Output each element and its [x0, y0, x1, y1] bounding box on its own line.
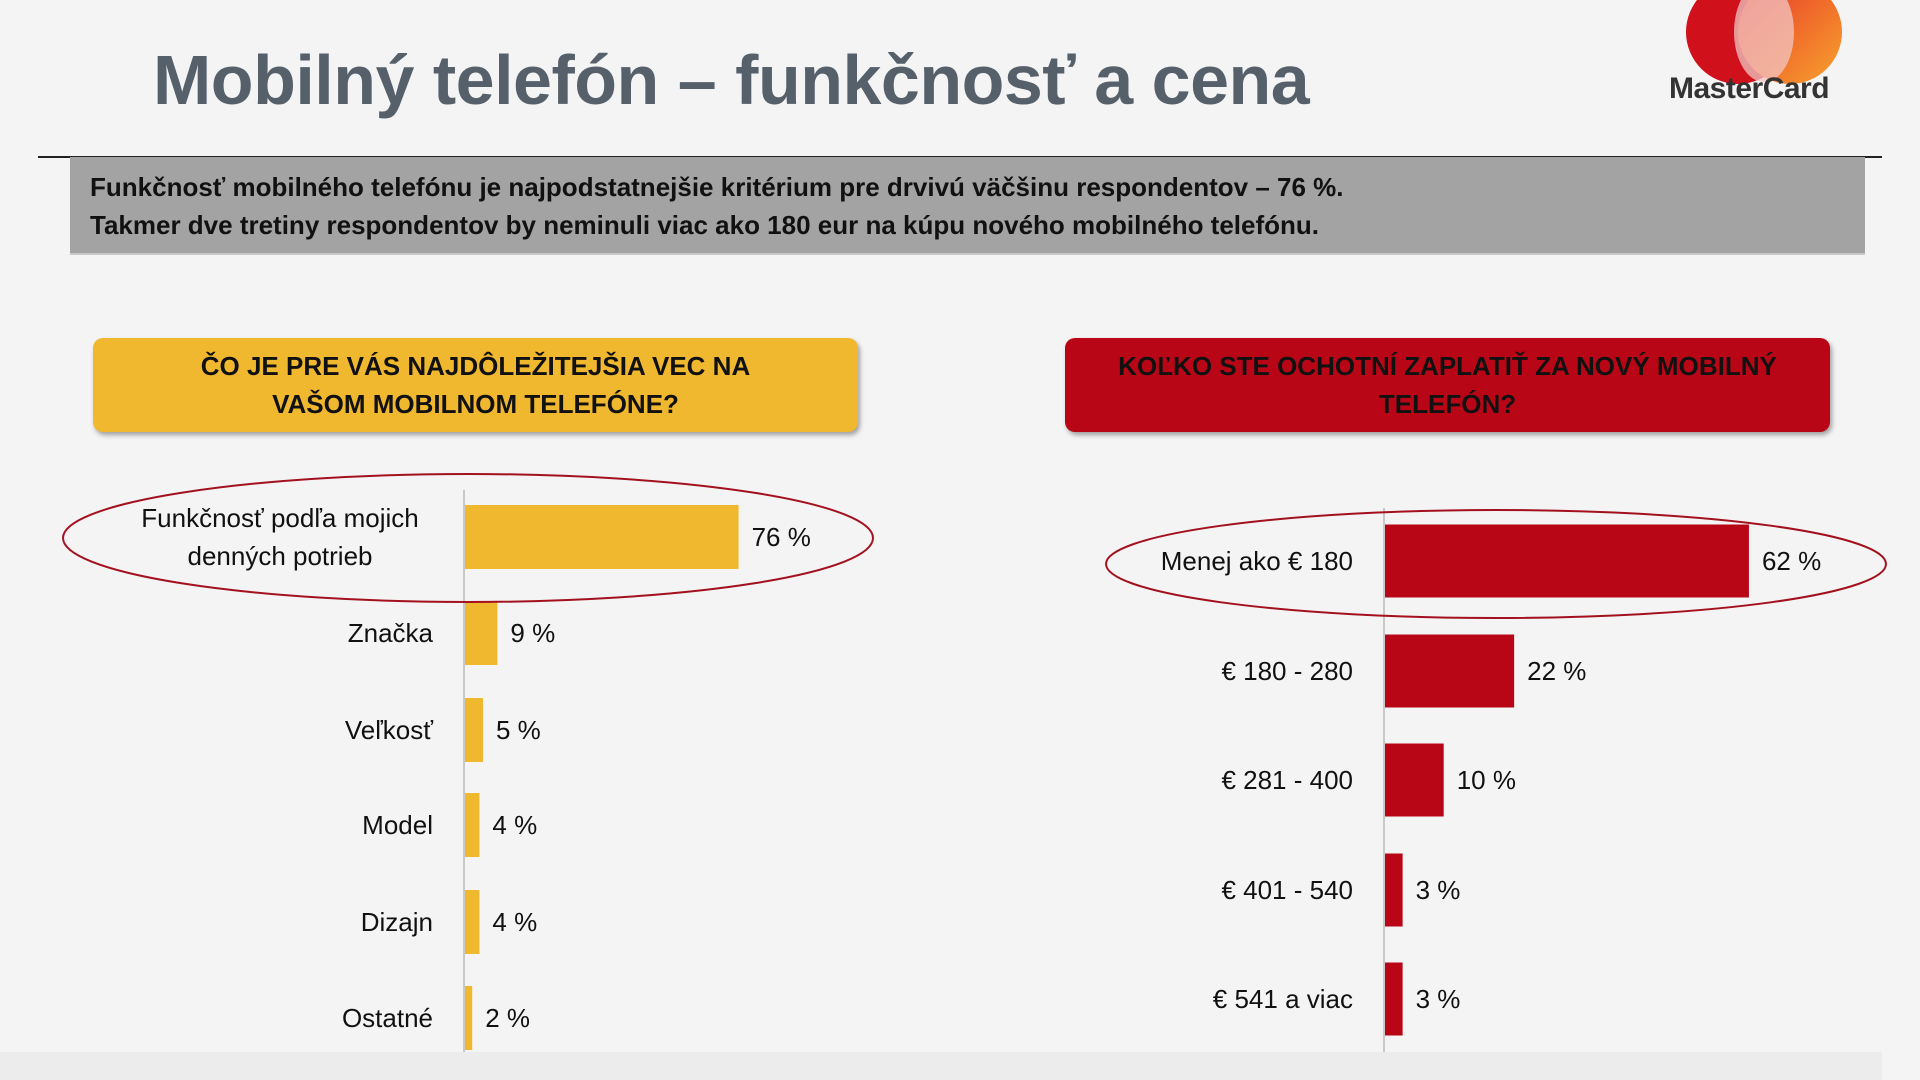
chart-0-category-label-4: Dizajn [361, 907, 433, 937]
chart-1-category-label-0: Menej ako € 180 [1161, 546, 1353, 576]
page-title: Mobilný telefón – funkčnosť a cena [153, 41, 1310, 119]
chart-0-highlight-ellipse [62, 473, 874, 603]
chart-1-bar-1 [1385, 634, 1515, 708]
chart-1-category-label-4: € 541 a viac [1213, 984, 1353, 1014]
chart-0-category-label-0: Funkčnosť podľa mojich [141, 503, 418, 533]
chart-1-value-label-3: 3 % [1416, 875, 1461, 905]
chart-1-highlight-ellipse [1105, 509, 1887, 619]
chart-1-bar-2 [1385, 743, 1444, 817]
chart-0-category-label-5: Ostatné [342, 1003, 433, 1033]
chart-1-bar-4 [1385, 962, 1403, 1036]
question-feature-text: ČO JE PRE VÁS NAJDÔLEŽITEJŠIA VEC NA VAŠ… [200, 351, 751, 419]
chart-1-category-label-2: € 281 - 400 [1221, 765, 1353, 795]
chart-1-value-label-2: 10 % [1457, 765, 1516, 795]
chart-0-bar-0 [465, 505, 739, 569]
chart-1-bar-0 [1385, 524, 1749, 598]
mastercard-logo-icon [1686, 0, 1842, 84]
summary-line-1: Funkčnosť mobilného telefónu je najpodst… [90, 172, 1344, 202]
summary-box: Funkčnosť mobilného telefónu je najpodst… [70, 157, 1865, 255]
chart-0-bar-3 [465, 793, 480, 857]
chart-0-category-label-1: Značka [348, 618, 434, 648]
question-price-text: KOĽKO STE OCHOTNÍ ZAPLATIŤ ZA NOVÝ MOBIL… [1118, 351, 1777, 419]
chart-0-value-label-5: 2 % [485, 1003, 530, 1033]
question-box-feature: ČO JE PRE VÁS NAJDÔLEŽITEJŠIA VEC NA VAŠ… [93, 338, 858, 432]
question-box-price: KOĽKO STE OCHOTNÍ ZAPLATIŤ ZA NOVÝ MOBIL… [1065, 338, 1830, 432]
chart-0-bar-2 [465, 698, 483, 762]
bottom-band [0, 1052, 1882, 1080]
chart-1-category-label-3: € 401 - 540 [1221, 875, 1353, 905]
chart-0-category-label-0: denných potrieb [187, 541, 372, 571]
chart-1-bar-3 [1385, 853, 1403, 927]
summary-line-2: Takmer dve tretiny respondentov by nemin… [90, 210, 1320, 240]
chart-1-value-label-0: 62 % [1762, 546, 1821, 576]
chart-0-bar-5 [465, 986, 473, 1050]
chart-1-category-label-1: € 180 - 280 [1221, 656, 1353, 686]
chart-1-value-label-1: 22 % [1527, 656, 1586, 686]
chart-0-value-label-0: 76 % [752, 522, 811, 552]
chart-0-bar-4 [465, 890, 480, 954]
chart-0-bar-1 [465, 601, 498, 665]
chart-0-value-label-4: 4 % [492, 907, 537, 937]
chart-0-value-label-2: 5 % [496, 715, 541, 745]
chart-0-category-label-2: Veľkosť [345, 715, 433, 745]
chart-1-value-label-4: 3 % [1416, 984, 1461, 1014]
logo-text: MasterCard [1669, 72, 1830, 105]
chart-0-value-label-1: 9 % [510, 618, 555, 648]
chart-0-category-label-3: Model [362, 810, 433, 840]
chart-0-value-label-3: 4 % [492, 810, 537, 840]
